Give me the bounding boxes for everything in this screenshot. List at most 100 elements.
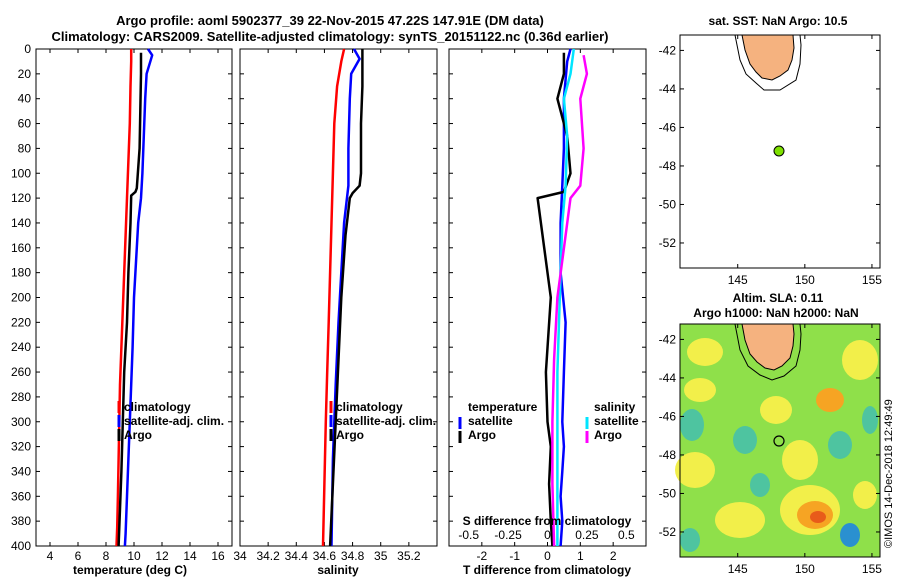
salinity-series xyxy=(321,48,364,547)
map-y-tick-label: -52 xyxy=(659,236,677,250)
difference-xlabel: T difference from climatology xyxy=(463,563,631,577)
sst-map-y-ticks: -42 -44 -46 -48 -50 -52 xyxy=(659,43,880,250)
x-tick-label: 12 xyxy=(155,549,169,563)
legend-heading-salinity: salinity xyxy=(594,400,636,414)
x-tick-label: 16 xyxy=(211,549,225,563)
y-tick-label: 140 xyxy=(11,216,31,230)
temperature-xlabel: temperature (deg C) xyxy=(73,563,187,577)
x-tick-label: 35 xyxy=(374,549,388,563)
series-line-climatology xyxy=(321,48,346,547)
secondary-x-tick-label: 0 xyxy=(544,528,551,542)
y-tick-label: 40 xyxy=(18,92,32,106)
difference-legend: temperature satellite Argo salinity sate… xyxy=(458,400,639,443)
sla-field-blob xyxy=(853,481,877,509)
sla-field-blob xyxy=(862,406,878,434)
sla-field-blob xyxy=(810,511,826,523)
map-y-tick-label: -48 xyxy=(659,159,677,173)
sla-map-y-ticks: -42 -44 -46 -48 -50 -52 xyxy=(659,332,880,539)
difference-x-ticks: -2 -1 0 1 2 xyxy=(476,49,617,563)
sla-map-tasmania-landmass xyxy=(741,323,795,371)
sla-field-blob xyxy=(828,431,852,459)
difference-panel: -2 -1 0 1 2 T difference from climatology S … xyxy=(448,48,647,577)
y-tick-label: 240 xyxy=(11,340,31,354)
secondary-x-tick-label: 0.5 xyxy=(618,528,635,542)
y-tick-label: 360 xyxy=(11,489,31,503)
x-tick-label: 34.4 xyxy=(285,549,309,563)
sst-map-tasmania-landmass xyxy=(741,34,795,81)
temperature-y-ticks: 0 20 40 60 80 100 120 140 160 180 200 220 240 260 280 3… xyxy=(11,42,232,553)
sla-field-blob xyxy=(733,426,757,454)
sla-field-blob xyxy=(680,528,700,552)
map-y-tick-label: -50 xyxy=(659,197,677,211)
sst-map-coastline-contour xyxy=(734,34,802,91)
x-tick-label: 34 xyxy=(233,549,247,563)
map-y-tick-label: -52 xyxy=(659,525,677,539)
legend-label-sal-argo: Argo xyxy=(594,428,622,442)
y-tick-label: 120 xyxy=(11,191,31,205)
sla-field-blob xyxy=(840,523,860,547)
difference-y-ticks xyxy=(449,48,646,547)
sla-map-x-ticks: 145 150 155 xyxy=(728,324,882,576)
map-y-tick-label: -46 xyxy=(659,120,677,134)
sst-map-title: sat. SST: NaN Argo: 10.5 xyxy=(709,14,848,28)
sla-field-blob xyxy=(816,388,844,412)
legend-label-temp-argo: Argo xyxy=(468,428,496,442)
sla-field-blob xyxy=(715,502,765,538)
y-tick-label: 280 xyxy=(11,390,31,404)
y-tick-label: 60 xyxy=(18,117,32,131)
y-tick-label: 180 xyxy=(11,266,31,280)
x-tick-label: 1 xyxy=(577,549,584,563)
sst-map-panel: sat. SST: NaN Argo: 10.5 -42 -44 -46 -48 -50… xyxy=(659,14,883,287)
map-y-tick-label: -48 xyxy=(659,448,677,462)
sla-field-blob xyxy=(687,338,723,366)
y-tick-label: 100 xyxy=(11,166,31,180)
legend-heading-temperature: temperature xyxy=(468,400,538,414)
series-line-argo xyxy=(328,49,364,547)
legend-label-satellite: satellite-adj. clim. xyxy=(336,414,436,428)
y-tick-label: 160 xyxy=(11,241,31,255)
x-tick-label: 14 xyxy=(183,549,197,563)
sla-field-blob xyxy=(675,452,715,488)
map-x-tick-label: 150 xyxy=(795,562,815,576)
x-tick-label: 34.6 xyxy=(313,549,337,563)
temperature-legend: climatology satellite-adj. clim. Argo xyxy=(117,400,224,442)
x-tick-label: 34.2 xyxy=(256,549,280,563)
map-y-tick-label: -44 xyxy=(659,371,677,385)
x-tick-label: 0 xyxy=(544,549,551,563)
x-tick-label: 2 xyxy=(610,549,617,563)
x-tick-label: 6 xyxy=(75,549,82,563)
sla-field-blob xyxy=(750,473,770,497)
secondary-x-tick-label: -0.5 xyxy=(458,528,479,542)
sla-map-panel: Altim. SLA: 0.11 Argo h1000: NaN h2000: … xyxy=(659,291,883,576)
y-tick-label: 400 xyxy=(11,539,31,553)
x-tick-label: 35.2 xyxy=(397,549,421,563)
salinity-y-ticks xyxy=(240,48,437,547)
sst-map-x-ticks: 145 150 155 xyxy=(728,35,882,287)
series-line-salinity-satellite xyxy=(556,48,576,546)
temperature-series xyxy=(115,48,154,547)
map-y-tick-label: -46 xyxy=(659,409,677,423)
y-tick-label: 320 xyxy=(11,440,31,454)
difference-axes-frame xyxy=(448,48,647,547)
y-tick-label: 80 xyxy=(18,141,32,155)
series-line-temperature-argo xyxy=(536,52,572,547)
map-y-tick-label: -42 xyxy=(659,43,677,57)
legend-label-climatology: climatology xyxy=(336,400,403,414)
y-tick-label: 380 xyxy=(11,514,31,528)
map-y-tick-label: -42 xyxy=(659,332,677,346)
legend-label-argo: Argo xyxy=(124,428,152,442)
series-line-satellite-adj-clim- xyxy=(123,48,154,547)
sla-map-argo-float-marker xyxy=(773,435,785,447)
secondary-x-tick-label: -0.25 xyxy=(494,528,522,542)
salinity-legend: climatology satellite-adj. clim. Argo xyxy=(329,400,436,442)
sst-map-argo-float-marker xyxy=(773,145,785,157)
salinity-panel: 34 34.2 34.4 34.6 34.8 35 35.2 salinity climat… xyxy=(233,48,438,577)
legend-label-temp-satellite: satellite xyxy=(468,414,513,428)
x-tick-label: 4 xyxy=(47,549,54,563)
y-tick-label: 260 xyxy=(11,365,31,379)
imos-watermark: ©IMOS 14-Dec-2018 12:49:49 xyxy=(883,399,895,548)
map-y-tick-label: -44 xyxy=(659,82,677,96)
y-tick-label: 0 xyxy=(24,42,31,56)
salinity-xlabel: salinity xyxy=(317,563,359,577)
